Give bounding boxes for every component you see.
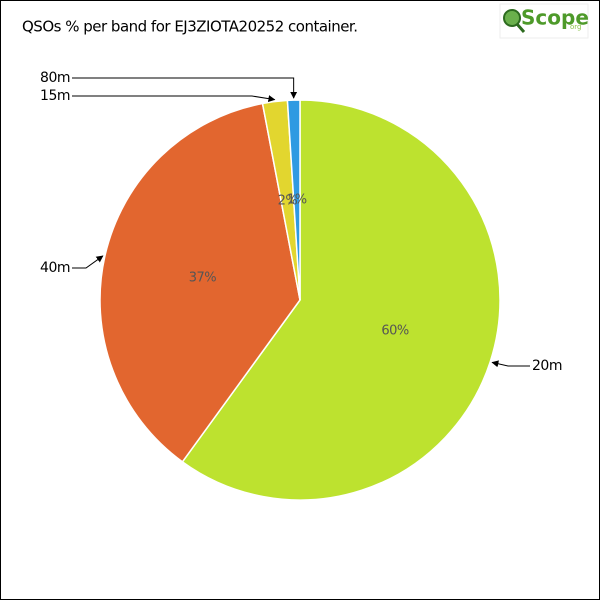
pie-slice <box>286 99 301 301</box>
leader-line <box>72 255 104 269</box>
logo-suffix: org <box>570 23 581 31</box>
chart-title: QSOs % per band for EJ3ZIOTA20252 contai… <box>22 18 358 36</box>
category-label: 20m <box>532 358 562 374</box>
leader-line <box>72 95 276 103</box>
value-label: 1% <box>287 193 307 208</box>
logo: Scope org <box>499 3 589 39</box>
category-label: 15m <box>40 88 70 104</box>
leader-line <box>72 77 298 99</box>
logo-text: Scope <box>521 6 589 30</box>
pie-slice <box>181 99 501 501</box>
value-label: 60% <box>381 323 409 338</box>
leader-line <box>491 360 530 368</box>
value-label: 2% <box>278 193 298 208</box>
value-label: 37% <box>189 271 217 286</box>
category-label: 80m <box>40 70 70 86</box>
category-label: 40m <box>40 260 70 276</box>
pie-slice <box>99 102 301 463</box>
